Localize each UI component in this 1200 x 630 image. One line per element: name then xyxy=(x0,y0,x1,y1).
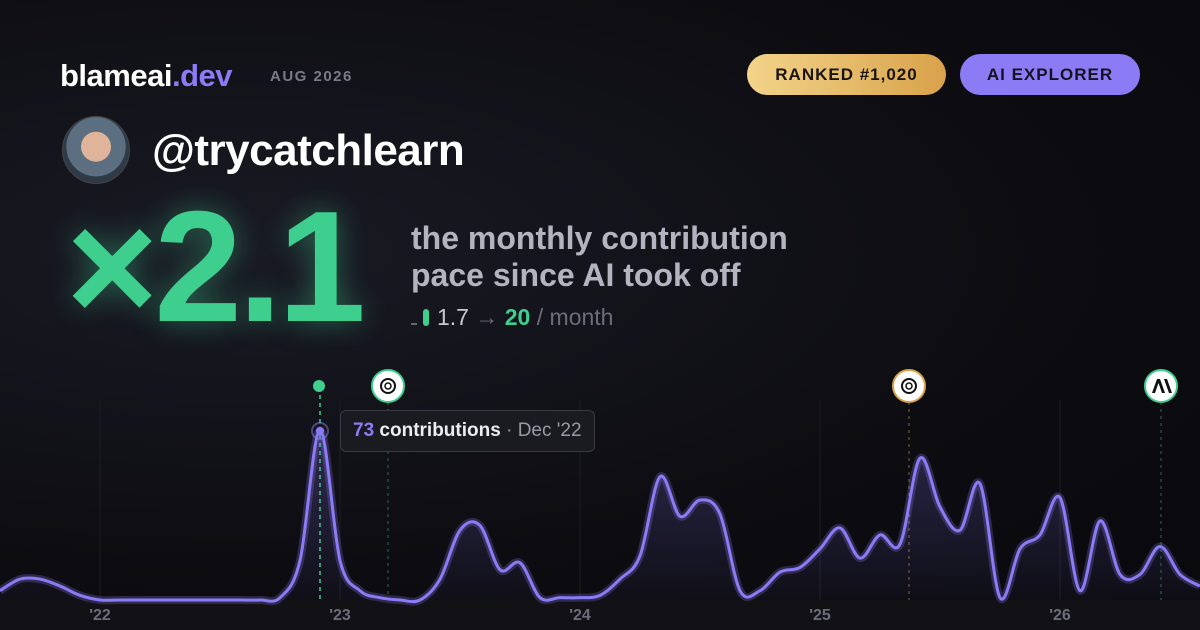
event-icon xyxy=(371,369,405,403)
caption-line: the monthly contribution xyxy=(411,220,788,256)
rank-badge: RANKED #1,020 xyxy=(747,54,946,95)
handle: @trycatchlearn xyxy=(152,126,465,175)
event-icon xyxy=(892,369,926,403)
pace-stat: 1.7 → 20 / month xyxy=(411,304,613,331)
event-dot xyxy=(313,380,325,392)
brand: blameai.dev xyxy=(60,58,232,94)
brand-suffix: .dev xyxy=(171,58,233,93)
peak-ring xyxy=(311,422,329,440)
x-tick-label: '25 xyxy=(809,607,831,624)
multiplier: ×2.1 xyxy=(66,179,366,355)
icon xyxy=(423,309,429,326)
x-tick-label: '26 xyxy=(1049,607,1071,624)
axis-band xyxy=(0,600,1200,630)
area-fill xyxy=(0,430,1200,602)
tooltip: 73 contributions · Dec '22 xyxy=(340,410,595,452)
brand-name: blameai xyxy=(60,58,172,93)
caption-line: pace since AI took off xyxy=(411,257,741,293)
date: AUG 2026 xyxy=(270,68,353,85)
arrow: → xyxy=(475,304,499,330)
icon xyxy=(411,323,417,325)
caption: the monthly contribution pace since AI t… xyxy=(411,220,788,294)
unit: / month xyxy=(536,304,614,330)
line xyxy=(0,428,1200,604)
event-icon xyxy=(1144,369,1178,403)
x-tick-label: '24 xyxy=(569,607,591,624)
peak-dot xyxy=(316,427,324,435)
avatar xyxy=(62,116,130,184)
after-value: 20 xyxy=(504,304,531,330)
x-tick-label: '23 xyxy=(329,607,351,624)
tooltip-label: contributions xyxy=(379,420,501,441)
tier-badge: AI EXPLORER xyxy=(960,54,1140,95)
tooltip-separator: · xyxy=(506,420,513,441)
tooltip-date: Dec '22 xyxy=(517,420,582,441)
x-tick-label: '22 xyxy=(89,607,111,624)
tooltip-value: 73 xyxy=(353,420,375,441)
before-value: 1.7 xyxy=(437,304,469,330)
